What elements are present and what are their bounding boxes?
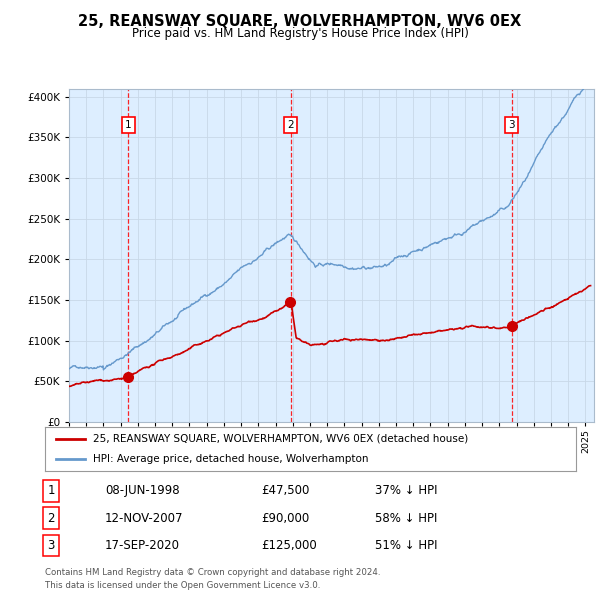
Text: 17-SEP-2020: 17-SEP-2020: [105, 539, 180, 552]
Text: Price paid vs. HM Land Registry's House Price Index (HPI): Price paid vs. HM Land Registry's House …: [131, 27, 469, 40]
Text: £47,500: £47,500: [261, 484, 310, 497]
Text: 58% ↓ HPI: 58% ↓ HPI: [375, 512, 437, 525]
Text: Contains HM Land Registry data © Crown copyright and database right 2024.
This d: Contains HM Land Registry data © Crown c…: [45, 568, 380, 590]
Text: 12-NOV-2007: 12-NOV-2007: [105, 512, 184, 525]
Text: 3: 3: [47, 539, 55, 552]
Text: 25, REANSWAY SQUARE, WOLVERHAMPTON, WV6 0EX: 25, REANSWAY SQUARE, WOLVERHAMPTON, WV6 …: [79, 14, 521, 29]
Text: 25, REANSWAY SQUARE, WOLVERHAMPTON, WV6 0EX (detached house): 25, REANSWAY SQUARE, WOLVERHAMPTON, WV6 …: [93, 434, 468, 444]
Text: 37% ↓ HPI: 37% ↓ HPI: [375, 484, 437, 497]
Text: £125,000: £125,000: [261, 539, 317, 552]
Text: 08-JUN-1998: 08-JUN-1998: [105, 484, 179, 497]
Text: 2: 2: [47, 512, 55, 525]
Text: £90,000: £90,000: [261, 512, 309, 525]
Text: 2: 2: [287, 120, 294, 130]
Text: 3: 3: [508, 120, 515, 130]
Text: 51% ↓ HPI: 51% ↓ HPI: [375, 539, 437, 552]
Text: HPI: Average price, detached house, Wolverhampton: HPI: Average price, detached house, Wolv…: [93, 454, 368, 464]
Text: 1: 1: [47, 484, 55, 497]
Text: 1: 1: [125, 120, 131, 130]
